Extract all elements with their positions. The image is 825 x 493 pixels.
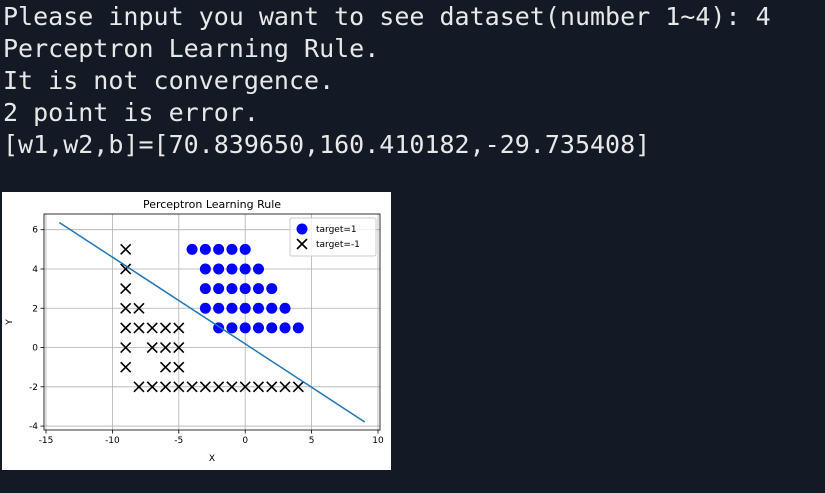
terminal-line: Perceptron Learning Rule. [3,34,380,63]
legend-label: target=-1 [316,240,360,250]
y-tick-label: -2 [29,383,38,393]
point [199,263,211,275]
point [266,302,278,314]
point [239,263,251,275]
legend-label: target=1 [316,225,357,235]
point [199,302,211,314]
terminal: Please input you want to see dataset(num… [3,1,771,161]
point [226,302,238,314]
point [199,243,211,255]
point [252,302,264,314]
point [186,243,198,255]
x-marker [146,381,158,393]
point [252,322,264,334]
point [213,302,225,314]
x-tick-label: -5 [174,436,183,446]
x-marker [173,381,185,393]
chart: Perceptron Learning Rule X Y -15 -10 -5 0 5 1… [2,192,391,470]
x-marker [133,381,145,393]
legend-box [289,217,377,257]
x-marker [120,243,132,255]
y-axis-label: Y [5,319,15,326]
x-tick-label: -10 [105,436,120,446]
x-marker [146,322,158,334]
chart-title: Perceptron Learning Rule [143,198,281,211]
point [213,263,225,275]
x-marker [120,322,132,334]
x-marker [252,381,265,393]
point [266,322,278,334]
terminal-line: [w1,w2,b]=[70.839650,160.410182,-29.7354… [3,130,651,159]
y-tick-label: 2 [32,304,38,314]
x-marker [173,361,185,373]
x-marker [159,341,172,354]
point [226,243,238,255]
x-tick-label: 5 [309,436,315,446]
x-marker [120,283,132,295]
x-marker [146,341,158,354]
y-tick-label: 4 [32,265,38,275]
x-tick-label: 10 [372,436,384,446]
point [213,283,225,295]
x-axis-label: X [209,454,215,464]
x-marker [292,381,304,393]
x-marker [159,322,172,334]
terminal-line: It is not convergence. [3,66,335,95]
point [279,302,291,314]
legend-marker [296,223,308,235]
point [226,263,238,275]
x-marker [226,381,238,393]
point [239,243,251,255]
x-marker [173,322,185,334]
x-marker [133,302,145,314]
point [226,283,238,295]
y-tick-label: 6 [32,226,38,236]
point [239,322,251,334]
x-marker [120,263,132,275]
point [266,283,278,295]
terminal-line: Please input you want to see dataset(num… [3,2,771,31]
x-marker [266,381,278,393]
x-marker [133,322,145,334]
x-marker [186,381,198,393]
x-marker [173,341,185,354]
x-marker [199,381,211,393]
legend-marker [296,238,308,250]
x-marker [159,361,172,373]
point [199,283,211,295]
terminal-line: 2 point is error. [3,98,259,127]
x-marker [159,381,172,393]
x-marker [120,361,132,373]
x-tick-label: 0 [242,436,248,446]
point [252,263,264,275]
plot-frame [43,213,381,431]
line [58,221,366,423]
point [239,302,251,314]
x-marker [120,341,132,354]
x-marker [120,302,132,314]
point [226,322,238,334]
point [279,322,291,334]
point [213,243,225,255]
x-marker [279,381,291,393]
point [292,322,304,334]
x-marker [213,381,225,393]
x-marker [239,381,251,393]
point [252,283,264,295]
y-tick-label: -4 [29,422,38,432]
point [239,283,251,295]
x-tick-label: -15 [39,436,54,446]
y-tick-label: 0 [32,344,38,354]
